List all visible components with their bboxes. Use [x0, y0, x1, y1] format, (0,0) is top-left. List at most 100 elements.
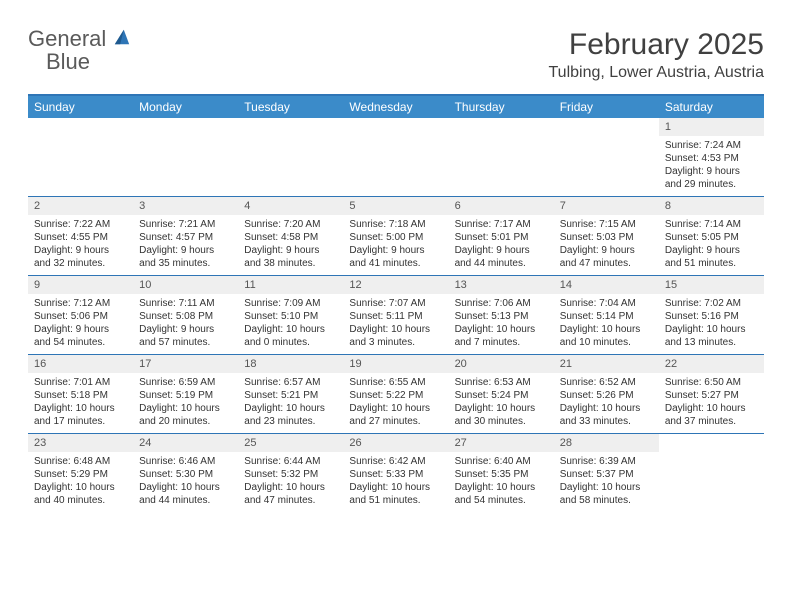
day-body: Sunrise: 6:44 AMSunset: 5:32 PMDaylight:…	[238, 452, 343, 511]
calendar: SundayMondayTuesdayWednesdayThursdayFrid…	[28, 94, 764, 512]
day-cell	[133, 118, 238, 196]
day-number: 14	[554, 276, 659, 294]
sunrise-text: Sunrise: 6:59 AM	[139, 376, 232, 389]
sunrise-text: Sunrise: 7:06 AM	[455, 297, 548, 310]
sunrise-text: Sunrise: 7:02 AM	[665, 297, 758, 310]
sunset-text: Sunset: 5:10 PM	[244, 310, 337, 323]
sunset-text: Sunset: 5:32 PM	[244, 468, 337, 481]
daylight-text: Daylight: 9 hours and 57 minutes.	[139, 323, 232, 349]
day-cell: 17Sunrise: 6:59 AMSunset: 5:19 PMDayligh…	[133, 355, 238, 433]
daylight-text: Daylight: 10 hours and 40 minutes.	[34, 481, 127, 507]
day-body: Sunrise: 6:57 AMSunset: 5:21 PMDaylight:…	[238, 373, 343, 432]
day-body: Sunrise: 7:04 AMSunset: 5:14 PMDaylight:…	[554, 294, 659, 353]
daylight-text: Daylight: 9 hours and 35 minutes.	[139, 244, 232, 270]
logo-word1: General	[28, 26, 106, 51]
day-body: Sunrise: 6:48 AMSunset: 5:29 PMDaylight:…	[28, 452, 133, 511]
daylight-text: Daylight: 9 hours and 54 minutes.	[34, 323, 127, 349]
day-cell: 5Sunrise: 7:18 AMSunset: 5:00 PMDaylight…	[343, 197, 448, 275]
day-body: Sunrise: 7:02 AMSunset: 5:16 PMDaylight:…	[659, 294, 764, 353]
daylight-text: Daylight: 10 hours and 0 minutes.	[244, 323, 337, 349]
day-body: Sunrise: 7:07 AMSunset: 5:11 PMDaylight:…	[343, 294, 448, 353]
day-cell	[238, 118, 343, 196]
day-cell: 24Sunrise: 6:46 AMSunset: 5:30 PMDayligh…	[133, 434, 238, 512]
week-row: 1Sunrise: 7:24 AMSunset: 4:53 PMDaylight…	[28, 118, 764, 196]
day-cell: 11Sunrise: 7:09 AMSunset: 5:10 PMDayligh…	[238, 276, 343, 354]
day-number: 22	[659, 355, 764, 373]
day-cell: 10Sunrise: 7:11 AMSunset: 5:08 PMDayligh…	[133, 276, 238, 354]
sunrise-text: Sunrise: 7:21 AM	[139, 218, 232, 231]
sunset-text: Sunset: 5:37 PM	[560, 468, 653, 481]
sunrise-text: Sunrise: 6:40 AM	[455, 455, 548, 468]
daylight-text: Daylight: 10 hours and 54 minutes.	[455, 481, 548, 507]
day-cell: 14Sunrise: 7:04 AMSunset: 5:14 PMDayligh…	[554, 276, 659, 354]
day-body: Sunrise: 7:24 AMSunset: 4:53 PMDaylight:…	[659, 136, 764, 195]
logo: General Blue	[28, 28, 131, 74]
daylight-text: Daylight: 10 hours and 23 minutes.	[244, 402, 337, 428]
sunset-text: Sunset: 5:14 PM	[560, 310, 653, 323]
daylight-text: Daylight: 10 hours and 44 minutes.	[139, 481, 232, 507]
sunrise-text: Sunrise: 6:42 AM	[349, 455, 442, 468]
sunrise-text: Sunrise: 6:48 AM	[34, 455, 127, 468]
header: General Blue February 2025 Tulbing, Lowe…	[28, 28, 764, 82]
sunset-text: Sunset: 5:24 PM	[455, 389, 548, 402]
day-header: Monday	[133, 96, 238, 118]
day-number: 19	[343, 355, 448, 373]
day-body: Sunrise: 6:55 AMSunset: 5:22 PMDaylight:…	[343, 373, 448, 432]
day-number: 17	[133, 355, 238, 373]
day-number: 24	[133, 434, 238, 452]
day-cell: 8Sunrise: 7:14 AMSunset: 5:05 PMDaylight…	[659, 197, 764, 275]
day-body: Sunrise: 7:22 AMSunset: 4:55 PMDaylight:…	[28, 215, 133, 274]
day-body: Sunrise: 7:21 AMSunset: 4:57 PMDaylight:…	[133, 215, 238, 274]
sunrise-text: Sunrise: 7:22 AM	[34, 218, 127, 231]
day-body: Sunrise: 6:50 AMSunset: 5:27 PMDaylight:…	[659, 373, 764, 432]
weeks-container: 1Sunrise: 7:24 AMSunset: 4:53 PMDaylight…	[28, 118, 764, 512]
day-body: Sunrise: 7:01 AMSunset: 5:18 PMDaylight:…	[28, 373, 133, 432]
sunset-text: Sunset: 5:26 PM	[560, 389, 653, 402]
logo-text: General Blue	[28, 28, 131, 74]
day-number: 28	[554, 434, 659, 452]
day-cell: 21Sunrise: 6:52 AMSunset: 5:26 PMDayligh…	[554, 355, 659, 433]
sunrise-text: Sunrise: 6:57 AM	[244, 376, 337, 389]
day-number: 21	[554, 355, 659, 373]
day-cell: 26Sunrise: 6:42 AMSunset: 5:33 PMDayligh…	[343, 434, 448, 512]
day-number: 27	[449, 434, 554, 452]
sunrise-text: Sunrise: 6:44 AM	[244, 455, 337, 468]
day-cell: 2Sunrise: 7:22 AMSunset: 4:55 PMDaylight…	[28, 197, 133, 275]
sunrise-text: Sunrise: 6:53 AM	[455, 376, 548, 389]
sunrise-text: Sunrise: 6:50 AM	[665, 376, 758, 389]
sunset-text: Sunset: 5:11 PM	[349, 310, 442, 323]
sunset-text: Sunset: 5:18 PM	[34, 389, 127, 402]
sunset-text: Sunset: 5:03 PM	[560, 231, 653, 244]
day-header: Saturday	[659, 96, 764, 118]
sunrise-text: Sunrise: 7:09 AM	[244, 297, 337, 310]
week-row: 16Sunrise: 7:01 AMSunset: 5:18 PMDayligh…	[28, 354, 764, 433]
day-body: Sunrise: 6:46 AMSunset: 5:30 PMDaylight:…	[133, 452, 238, 511]
week-row: 23Sunrise: 6:48 AMSunset: 5:29 PMDayligh…	[28, 433, 764, 512]
day-number: 16	[28, 355, 133, 373]
week-row: 2Sunrise: 7:22 AMSunset: 4:55 PMDaylight…	[28, 196, 764, 275]
day-number: 20	[449, 355, 554, 373]
sunrise-text: Sunrise: 7:14 AM	[665, 218, 758, 231]
sunrise-text: Sunrise: 6:39 AM	[560, 455, 653, 468]
day-body: Sunrise: 7:14 AMSunset: 5:05 PMDaylight:…	[659, 215, 764, 274]
sunrise-text: Sunrise: 7:12 AM	[34, 297, 127, 310]
day-body: Sunrise: 7:12 AMSunset: 5:06 PMDaylight:…	[28, 294, 133, 353]
sunrise-text: Sunrise: 7:01 AM	[34, 376, 127, 389]
day-number: 15	[659, 276, 764, 294]
sunrise-text: Sunrise: 7:04 AM	[560, 297, 653, 310]
day-header: Sunday	[28, 96, 133, 118]
sail-icon	[113, 33, 131, 50]
sunrise-text: Sunrise: 7:11 AM	[139, 297, 232, 310]
day-number: 18	[238, 355, 343, 373]
day-body: Sunrise: 6:59 AMSunset: 5:19 PMDaylight:…	[133, 373, 238, 432]
day-number: 2	[28, 197, 133, 215]
daylight-text: Daylight: 9 hours and 51 minutes.	[665, 244, 758, 270]
daylight-text: Daylight: 9 hours and 32 minutes.	[34, 244, 127, 270]
sunset-text: Sunset: 5:19 PM	[139, 389, 232, 402]
sunset-text: Sunset: 5:00 PM	[349, 231, 442, 244]
sunset-text: Sunset: 5:33 PM	[349, 468, 442, 481]
sunset-text: Sunset: 5:22 PM	[349, 389, 442, 402]
day-cell: 15Sunrise: 7:02 AMSunset: 5:16 PMDayligh…	[659, 276, 764, 354]
day-body: Sunrise: 6:42 AMSunset: 5:33 PMDaylight:…	[343, 452, 448, 511]
day-header: Thursday	[449, 96, 554, 118]
